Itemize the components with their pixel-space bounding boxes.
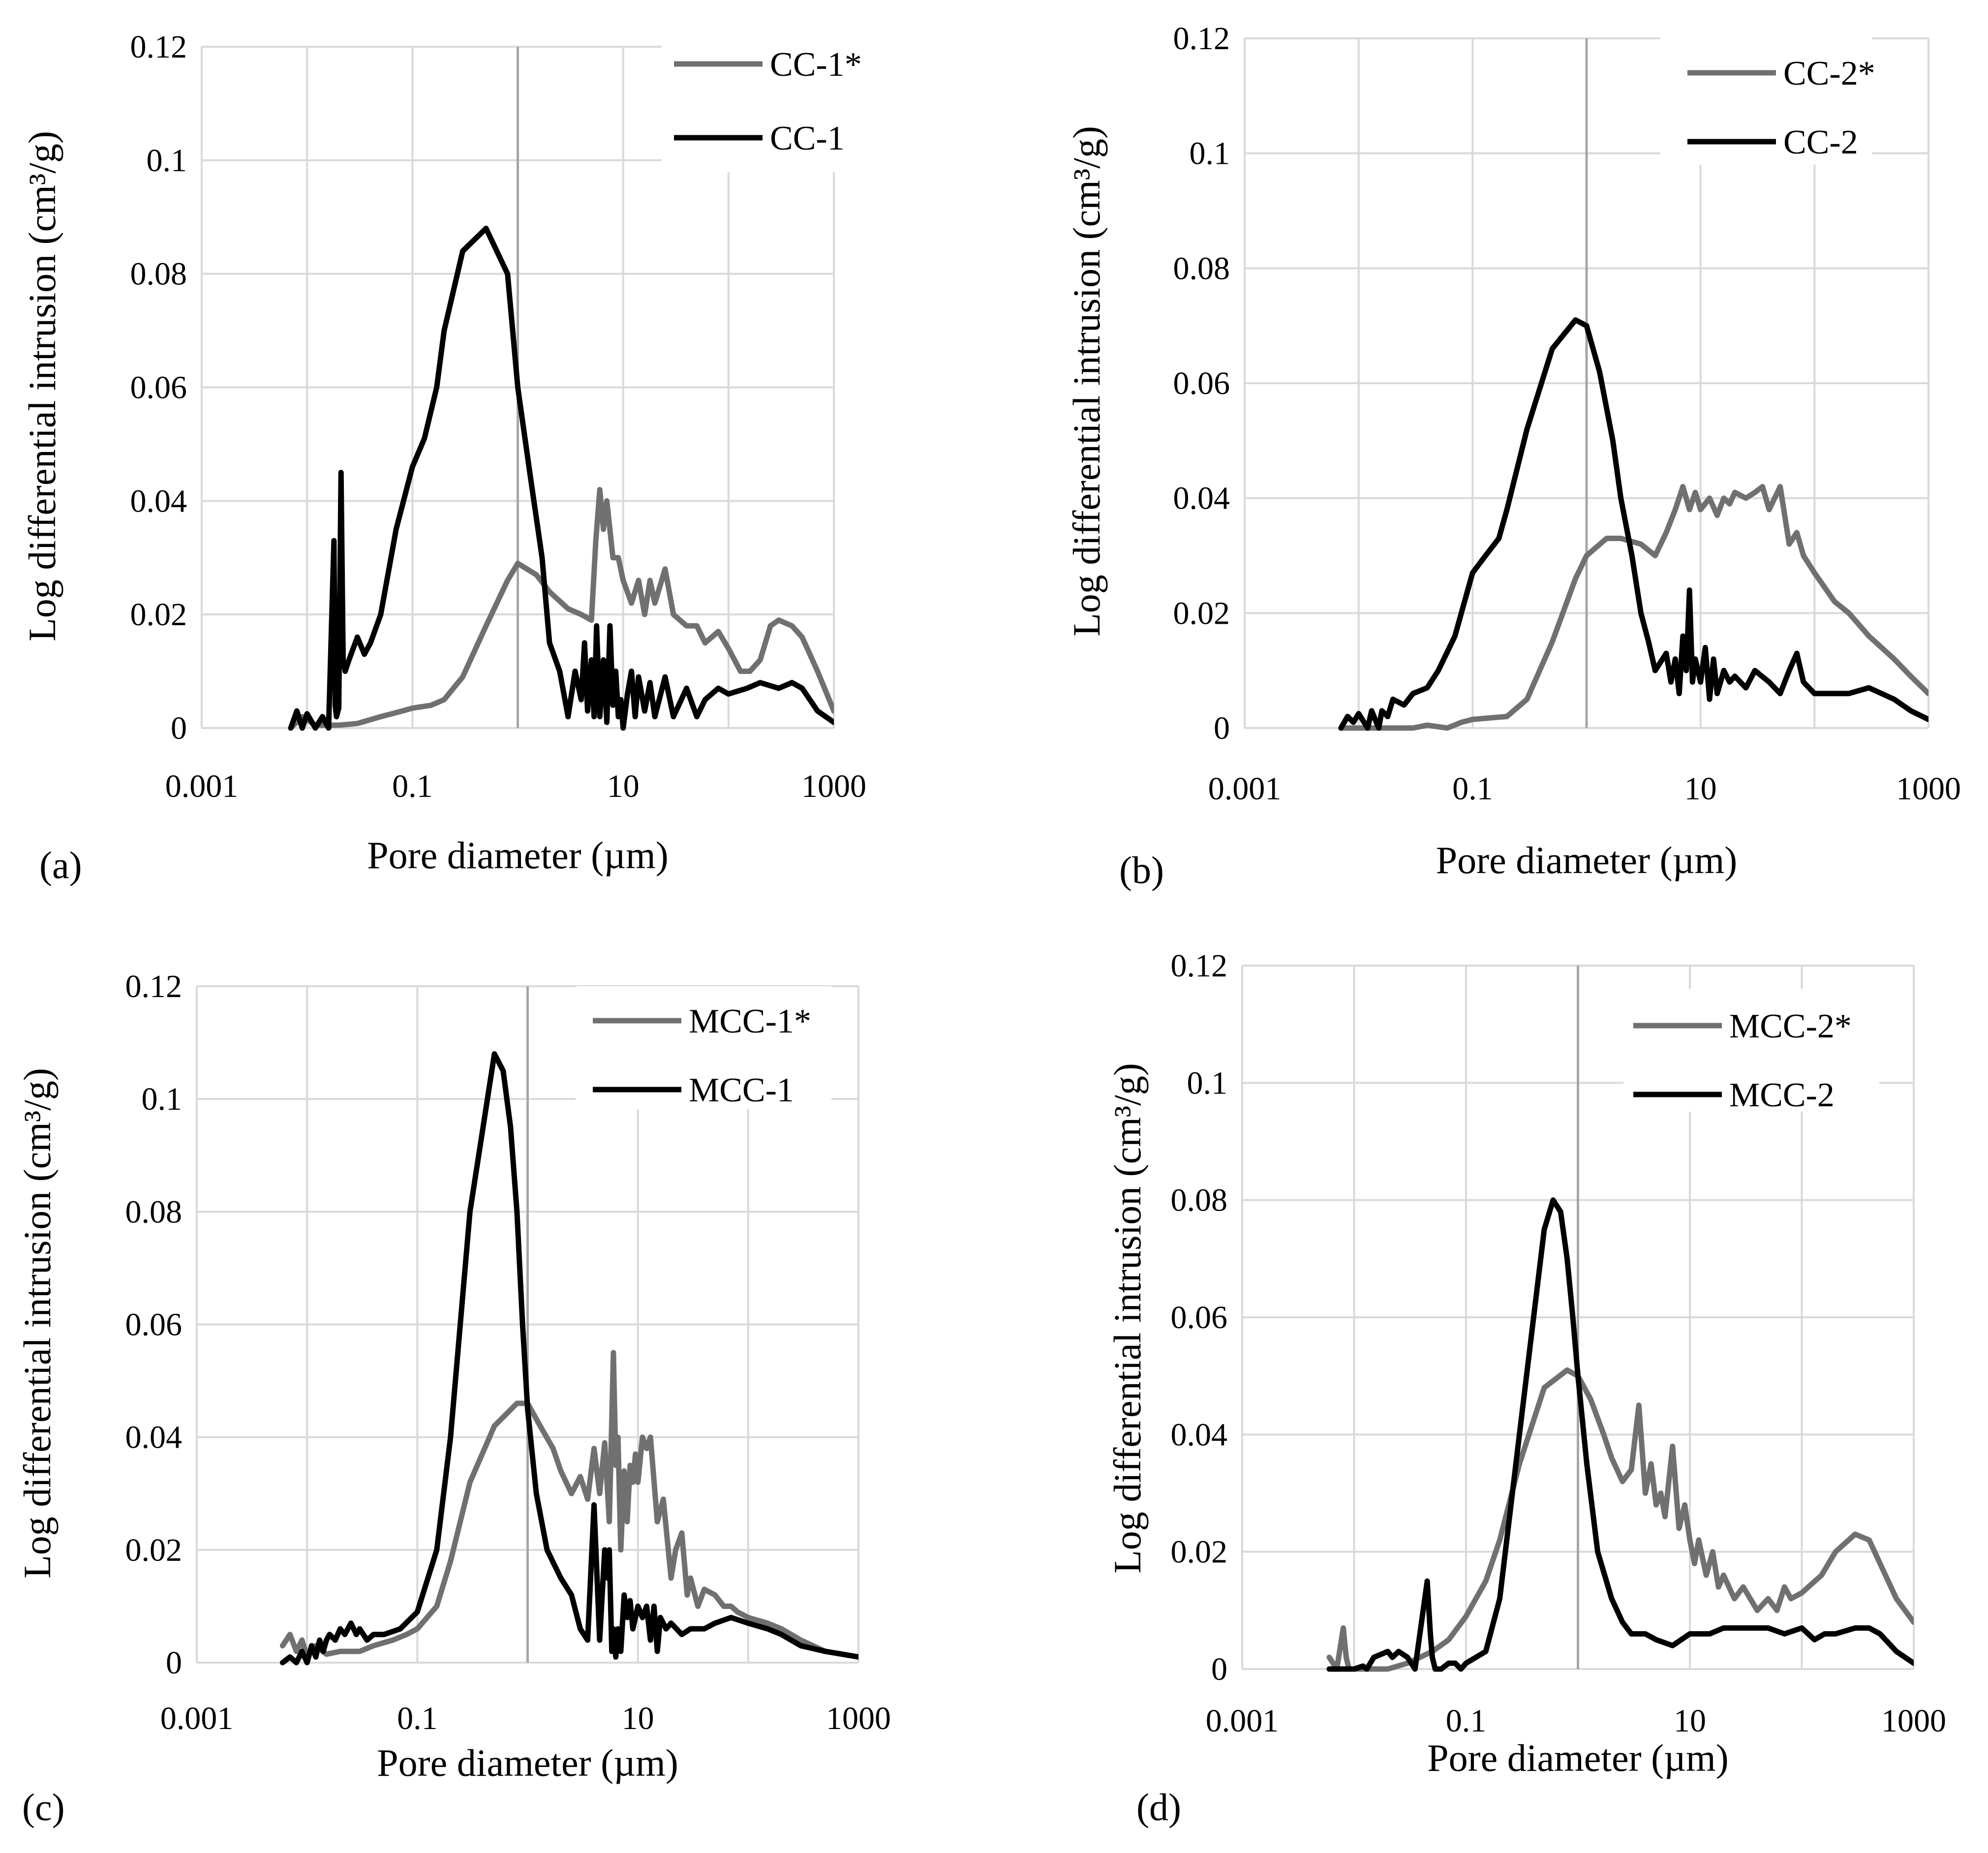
x-tick-label: 0.001 — [1206, 1703, 1279, 1739]
y-tick-label: 0.12 — [130, 29, 187, 65]
y-tick-label: 0.02 — [125, 1532, 183, 1568]
series-line-cc-1-star — [288, 486, 834, 731]
y-tick-label: 0.1 — [142, 1081, 183, 1117]
legend-label: CC-1 — [770, 120, 845, 157]
series-line-cc-1 — [288, 225, 834, 731]
x-tick-label: 0.001 — [160, 1701, 234, 1736]
y-tick-label: 0.1 — [147, 143, 187, 179]
chart-panel-a: 0 0.02 0.04 0.06 0.08 0.1 0.12 0.001 0.1 10 1000 Po… — [21, 29, 866, 886]
y-axis-title: Log differential intrusion (cm³/g) — [1065, 126, 1108, 637]
series-line-mcc-2 — [1326, 1197, 1914, 1672]
legend: CC-1* CC-1 — [662, 30, 862, 172]
y-tick-label: 0.02 — [1173, 595, 1230, 631]
panel-label: (c) — [22, 1786, 65, 1828]
y-tick-label: 0.08 — [130, 256, 187, 292]
x-tick-label: 0.1 — [1452, 771, 1493, 807]
legend: MCC-2* MCC-2 — [1623, 989, 1879, 1114]
panel-label: (a) — [39, 844, 82, 886]
x-tick-label: 1000 — [826, 1701, 891, 1736]
legend-label: MCC-1* — [689, 1002, 811, 1040]
legend-label: MCC-1 — [689, 1071, 794, 1109]
legend-label: MCC-2* — [1729, 1007, 1852, 1045]
series-line-cc-2 — [1338, 317, 1928, 731]
x-tick-label: 10 — [1674, 1703, 1706, 1739]
legend-label: MCC-2 — [1729, 1076, 1835, 1114]
x-tick-label: 1000 — [1896, 771, 1961, 807]
y-tick-label: 0 — [166, 1645, 182, 1681]
x-tick-label: 0.1 — [397, 1701, 438, 1736]
series-line-mcc-1 — [279, 1051, 858, 1666]
y-tick-label: 0.08 — [125, 1194, 183, 1230]
legend: MCC-1* MCC-1 — [576, 986, 831, 1109]
chart-panel-d: 0 0.02 0.04 0.06 0.08 0.1 0.12 0.001 0.1 10 1000 Po… — [1106, 948, 1946, 1828]
y-tick-label: 0.04 — [130, 483, 187, 519]
y-tick-label: 0.12 — [125, 969, 183, 1004]
x-tick-label: 10 — [1684, 771, 1717, 807]
y-tick-label: 0.06 — [125, 1307, 183, 1343]
x-axis-title: Pore diameter (µm) — [377, 1741, 678, 1784]
legend-background — [1623, 989, 1879, 1112]
y-tick-label: 0.1 — [1190, 136, 1230, 172]
y-tick-label: 0.02 — [130, 597, 187, 633]
x-tick-label: 10 — [622, 1701, 654, 1736]
y-axis-title: Log differential intrusion (cm³/g) — [16, 1068, 59, 1579]
legend-label: CC-2 — [1783, 123, 1858, 161]
x-tick-label: 1000 — [1881, 1703, 1946, 1739]
x-axis-title: Pore diameter (µm) — [1427, 1736, 1728, 1779]
y-tick-label: 0.08 — [1171, 1183, 1228, 1218]
legend-background — [662, 30, 839, 172]
y-tick-label: 0.02 — [1171, 1534, 1228, 1570]
y-tick-label: 0.1 — [1187, 1065, 1228, 1101]
x-tick-label: 0.001 — [165, 768, 239, 804]
series-line-cc-2-star — [1338, 484, 1928, 731]
y-tick-label: 0.04 — [1173, 481, 1230, 516]
y-tick-label: 0 — [1211, 1651, 1227, 1687]
x-tick-label: 1000 — [801, 768, 866, 804]
y-axis-title: Log differential intrusion (cm³/g) — [21, 131, 63, 641]
y-tick-label: 0.06 — [1173, 365, 1230, 401]
y-tick-label: 0.12 — [1173, 21, 1230, 57]
x-tick-label: 0.1 — [392, 768, 433, 804]
panel-label: (d) — [1136, 1786, 1181, 1828]
y-tick-label: 0 — [1214, 710, 1230, 746]
legend-label: CC-1* — [770, 46, 862, 84]
y-tick-label: 0.08 — [1173, 250, 1230, 286]
legend-label: CC-2* — [1783, 55, 1875, 92]
y-tick-label: 0.04 — [1171, 1417, 1228, 1453]
y-tick-label: 0.06 — [1171, 1300, 1228, 1336]
series-line-mcc-1-star — [279, 1350, 858, 1660]
x-tick-label: 10 — [607, 768, 640, 804]
y-tick-label: 0.12 — [1171, 948, 1228, 984]
y-tick-label: 0.06 — [130, 370, 187, 406]
panel-label: (b) — [1119, 849, 1164, 891]
x-tick-label: 0.1 — [1446, 1703, 1487, 1739]
y-tick-label: 0.04 — [125, 1420, 183, 1456]
chart-panel-b: 0 0.02 0.04 0.06 0.08 0.1 0.12 0.001 0.1 10 1000 Po… — [1065, 21, 1961, 891]
legend: CC-2* CC-2 — [1660, 34, 1875, 165]
x-axis-title: Pore diameter (µm) — [1436, 839, 1737, 881]
x-tick-label: 0.001 — [1208, 771, 1282, 807]
y-tick-label: 0 — [171, 710, 187, 746]
series-line-mcc-2-star — [1326, 1367, 1914, 1672]
chart-panel-c: 0 0.02 0.04 0.06 0.08 0.1 0.12 0.001 0.1 10 1000 Po… — [16, 969, 891, 1828]
y-axis-title: Log differential intrusion (cm³/g) — [1106, 1063, 1149, 1574]
x-axis-title: Pore diameter (µm) — [367, 834, 668, 877]
